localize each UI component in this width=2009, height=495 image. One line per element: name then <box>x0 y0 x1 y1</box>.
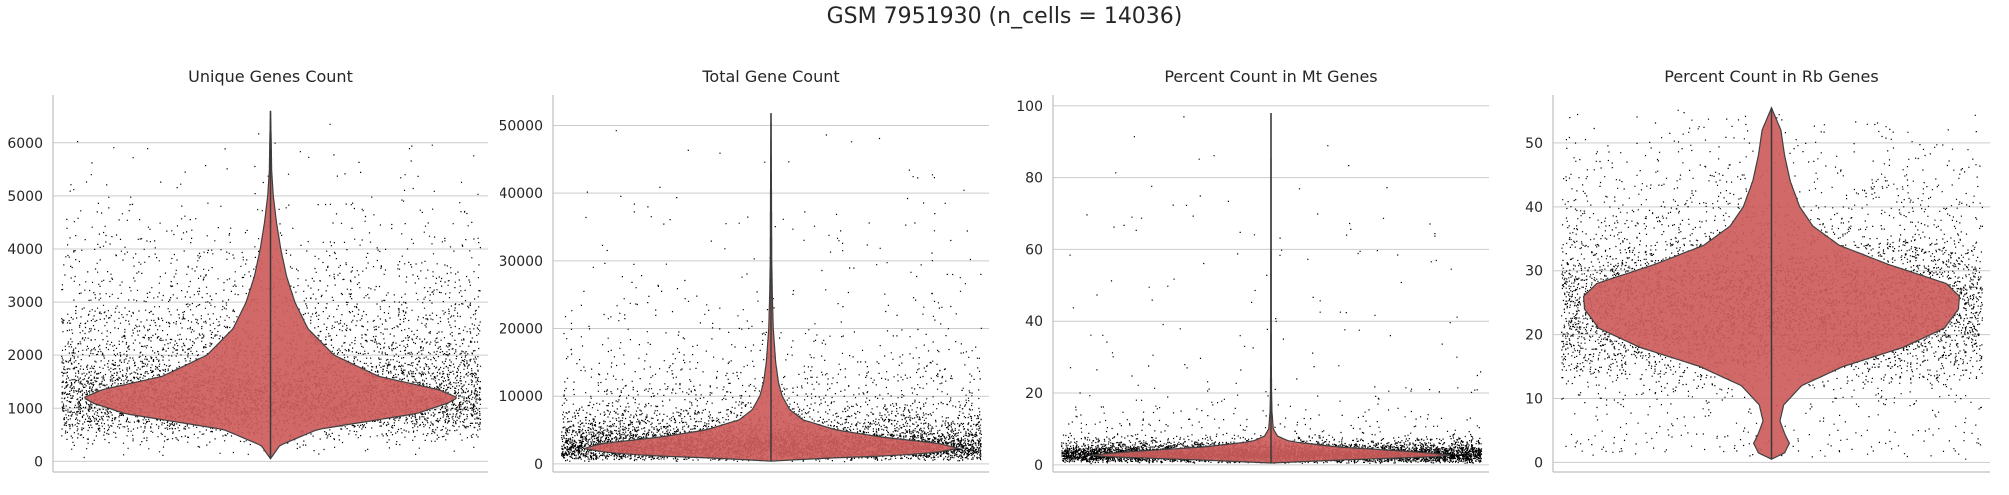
y-tick-label: 6000 <box>7 136 43 152</box>
y-tick-label: 30000 <box>500 254 543 270</box>
panel-title: Unique Genes Count <box>188 67 353 86</box>
violin-plot: 0 10 20 30 40 50 Percent Count in Rb Genes <box>1525 67 1990 473</box>
y-tick-label: 40000 <box>500 186 543 202</box>
y-tick-label: 50 <box>1525 136 1543 152</box>
y-tick-label: 40 <box>1525 200 1543 216</box>
y-tick-label: 10 <box>1525 392 1543 408</box>
violin-panel-4: 0 10 20 30 40 50 Percent Count in Rb Genes <box>1500 0 1994 495</box>
y-tick-label: 20 <box>1025 386 1043 402</box>
panel-title: Percent Count in Rb Genes <box>1664 67 1878 86</box>
y-tick-label: 0 <box>534 457 543 473</box>
y-tick-label: 1000 <box>7 401 43 417</box>
y-tick-label: 4000 <box>7 242 43 258</box>
violin-panel-3: 0 20 40 60 80 100 Percent Count in Mt Genes <box>1000 0 1493 495</box>
violin-plot: 0 10000 20000 30000 40000 50000 Total Gene Cou… <box>500 67 989 473</box>
y-tick-label: 0 <box>1534 455 1543 471</box>
y-tick-label: 100 <box>1016 99 1043 115</box>
y-tick-label: 5000 <box>7 189 43 205</box>
y-tick-label: 30 <box>1525 264 1543 280</box>
violin-panel-2: 0 10000 20000 30000 40000 50000 Total Gene Cou… <box>500 0 993 495</box>
y-tick-label: 2000 <box>7 348 43 364</box>
y-tick-label: 20 <box>1525 328 1543 344</box>
y-tick-label: 0 <box>34 454 43 470</box>
panel-title: Total Gene Count <box>701 67 839 86</box>
violin-panel-1: 0 1000 2000 3000 4000 5000 6000 Unique Genes Co… <box>0 0 492 495</box>
jitter-points <box>1561 109 1983 460</box>
y-tick-label: 10000 <box>500 389 543 405</box>
y-tick-label: 3000 <box>7 295 43 311</box>
y-tick-label: 80 <box>1025 171 1043 187</box>
figure-title: GSM 7951930 (n_cells = 14036) <box>826 4 1183 29</box>
violin-plot: 0 20 40 60 80 100 Percent Count in Mt Genes <box>1016 67 1489 474</box>
y-tick-label: 20000 <box>500 322 543 338</box>
y-tick-label: 50000 <box>500 118 543 134</box>
y-tick-label: 60 <box>1025 242 1043 258</box>
y-tick-label: 0 <box>1034 458 1043 474</box>
y-tick-label: 40 <box>1025 314 1043 330</box>
panel-title: Percent Count in Mt Genes <box>1164 67 1377 86</box>
violin-plot: 0 1000 2000 3000 4000 5000 6000 Unique Genes Co… <box>7 67 488 473</box>
